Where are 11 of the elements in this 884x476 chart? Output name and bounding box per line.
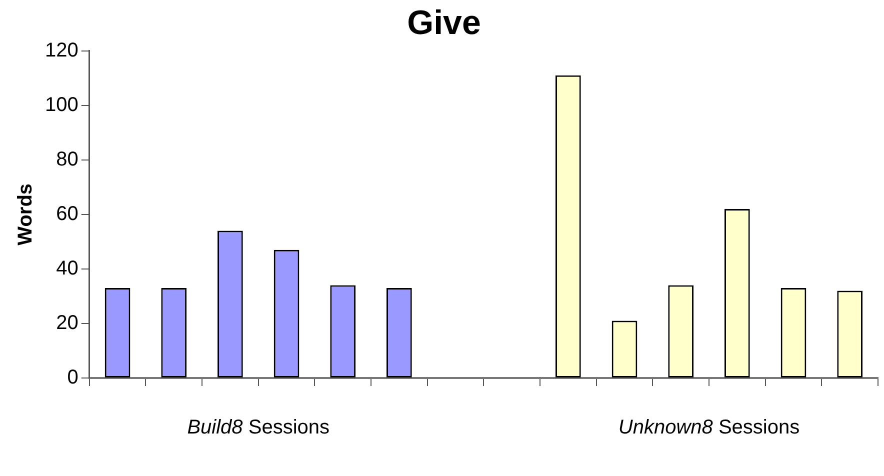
y-tick-label: 40: [56, 257, 78, 280]
text: Unknown8 Sessions: [618, 416, 800, 439]
text: Build8 Sessions: [187, 416, 330, 439]
y-tick-label: 60: [56, 202, 78, 225]
y-tick-label: 20: [56, 312, 78, 334]
y-tick-label: 100: [44, 94, 78, 116]
y-tick-label: 0: [67, 366, 78, 389]
y-axis-title: Words: [14, 183, 37, 246]
y-tick-label: 80: [56, 148, 78, 170]
y-tick-label: 120: [44, 39, 78, 62]
chart-title: Give: [407, 4, 481, 42]
